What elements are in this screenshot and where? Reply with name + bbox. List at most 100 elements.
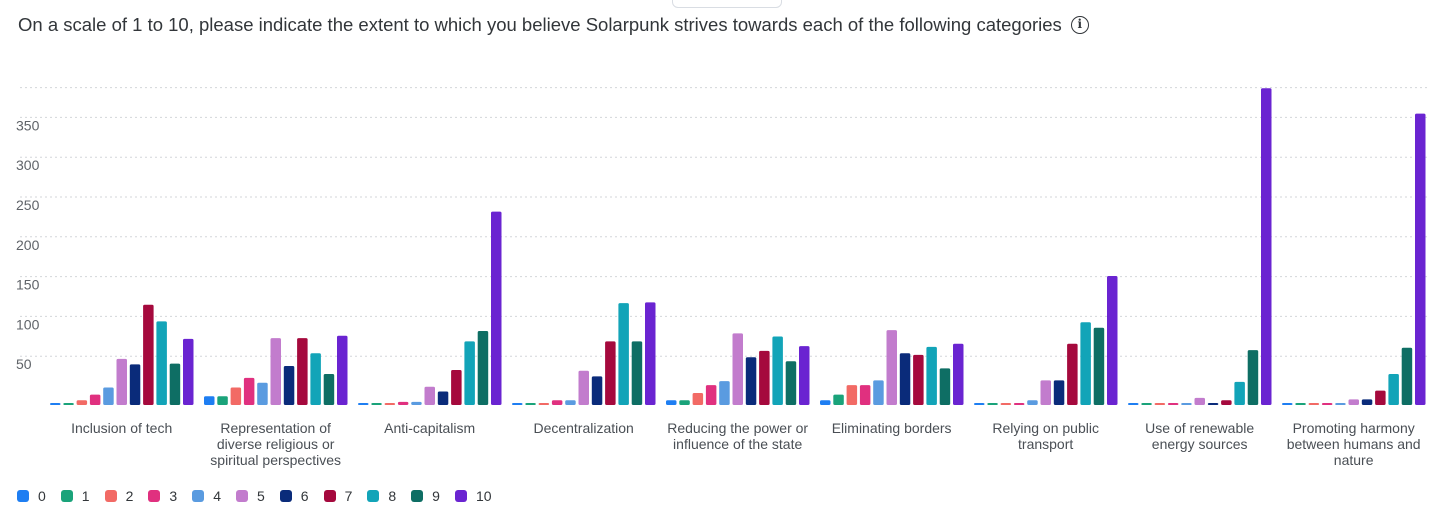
bar-4-series-10[interactable] bbox=[799, 346, 810, 405]
bar-1-series-3[interactable] bbox=[243, 377, 255, 405]
bar-0-series-9[interactable] bbox=[169, 363, 181, 405]
bar-0-series-8[interactable] bbox=[156, 321, 167, 405]
bar-5-series-1[interactable] bbox=[833, 394, 844, 405]
bar-7-series-0[interactable] bbox=[1128, 403, 1139, 405]
bar-7-series-1[interactable] bbox=[1141, 403, 1152, 405]
bar-8-series-2[interactable] bbox=[1308, 403, 1320, 405]
legend-item-0[interactable]: 0 bbox=[17, 488, 46, 504]
bar-6-series-2[interactable] bbox=[1000, 403, 1012, 405]
bar-8-series-4[interactable] bbox=[1335, 403, 1346, 405]
bar-3-series-5[interactable] bbox=[578, 370, 590, 405]
bar-7-series-5[interactable] bbox=[1194, 397, 1206, 405]
bar-2-series-10[interactable] bbox=[491, 211, 502, 405]
bar-2-series-5[interactable] bbox=[424, 386, 436, 405]
legend-item-2[interactable]: 2 bbox=[104, 488, 133, 504]
bar-7-series-7[interactable] bbox=[1221, 400, 1232, 405]
bar-2-series-1[interactable] bbox=[371, 403, 382, 405]
bar-0-series-3[interactable] bbox=[89, 394, 101, 405]
bar-7-series-10[interactable] bbox=[1261, 88, 1272, 405]
bar-5-series-8[interactable] bbox=[926, 346, 937, 405]
bar-1-series-9[interactable] bbox=[323, 373, 335, 405]
bar-4-series-0[interactable] bbox=[666, 400, 677, 405]
bar-2-series-3[interactable] bbox=[397, 401, 409, 405]
legend-item-1[interactable]: 1 bbox=[60, 488, 90, 504]
legend-item-10[interactable]: 10 bbox=[454, 488, 492, 504]
bar-3-series-6[interactable] bbox=[591, 376, 603, 405]
bar-8-series-3[interactable] bbox=[1321, 403, 1333, 405]
bar-5-series-2[interactable] bbox=[846, 385, 858, 405]
bar-3-series-8[interactable] bbox=[618, 303, 629, 405]
bar-2-series-6[interactable] bbox=[437, 391, 449, 405]
bar-6-series-0[interactable] bbox=[974, 403, 985, 405]
bar-1-series-2[interactable] bbox=[230, 387, 242, 405]
bar-1-series-7[interactable] bbox=[297, 338, 308, 405]
bar-0-series-1[interactable] bbox=[63, 403, 74, 405]
bar-8-series-7[interactable] bbox=[1375, 390, 1386, 405]
bar-5-series-5[interactable] bbox=[886, 330, 898, 405]
bar-5-series-10[interactable] bbox=[953, 343, 964, 405]
bar-8-series-10[interactable] bbox=[1415, 113, 1426, 405]
bar-3-series-9[interactable] bbox=[631, 341, 643, 405]
bar-4-series-1[interactable] bbox=[679, 400, 690, 405]
bar-1-series-6[interactable] bbox=[283, 365, 295, 405]
bar-5-series-9[interactable] bbox=[939, 368, 951, 405]
bar-2-series-7[interactable] bbox=[451, 369, 462, 405]
legend-item-9[interactable]: 9 bbox=[411, 488, 440, 504]
bar-5-series-3[interactable] bbox=[859, 385, 871, 405]
bar-4-series-3[interactable] bbox=[705, 385, 717, 405]
bar-1-series-0[interactable] bbox=[204, 396, 215, 405]
bar-7-series-6[interactable] bbox=[1207, 403, 1219, 405]
bar-6-series-1[interactable] bbox=[987, 403, 998, 405]
bar-1-series-8[interactable] bbox=[310, 353, 321, 405]
bar-0-series-0[interactable] bbox=[50, 403, 61, 405]
bar-3-series-10[interactable] bbox=[645, 302, 656, 405]
bar-8-series-0[interactable] bbox=[1282, 403, 1293, 405]
bar-0-series-10[interactable] bbox=[183, 338, 194, 405]
bar-3-series-3[interactable] bbox=[551, 400, 563, 405]
bar-4-series-5[interactable] bbox=[732, 333, 744, 405]
legend-item-8[interactable]: 8 bbox=[367, 488, 396, 504]
legend-item-4[interactable]: 4 bbox=[192, 488, 221, 504]
bar-3-series-1[interactable] bbox=[525, 403, 536, 405]
bar-2-series-8[interactable] bbox=[464, 341, 475, 405]
bar-1-series-5[interactable] bbox=[270, 338, 282, 405]
bar-4-series-8[interactable] bbox=[772, 336, 783, 405]
bar-8-series-8[interactable] bbox=[1388, 373, 1399, 405]
bar-7-series-8[interactable] bbox=[1234, 381, 1245, 405]
legend-item-3[interactable]: 3 bbox=[148, 488, 177, 504]
bar-8-series-6[interactable] bbox=[1361, 399, 1373, 405]
bar-0-series-6[interactable] bbox=[129, 364, 141, 405]
info-icon[interactable]: i bbox=[1070, 16, 1089, 34]
bar-0-series-5[interactable] bbox=[116, 358, 128, 405]
bar-1-series-4[interactable] bbox=[257, 382, 268, 405]
bar-6-series-3[interactable] bbox=[1013, 403, 1025, 405]
bar-6-series-8[interactable] bbox=[1080, 322, 1091, 405]
bar-7-series-3[interactable] bbox=[1167, 403, 1179, 405]
bar-4-series-7[interactable] bbox=[759, 350, 770, 405]
bar-8-series-1[interactable] bbox=[1295, 403, 1306, 405]
bar-3-series-4[interactable] bbox=[565, 400, 576, 405]
legend-item-7[interactable]: 7 bbox=[323, 488, 352, 504]
bar-8-series-5[interactable] bbox=[1348, 399, 1360, 405]
bar-5-series-7[interactable] bbox=[913, 354, 924, 405]
legend-item-5[interactable]: 5 bbox=[235, 488, 265, 504]
bar-6-series-7[interactable] bbox=[1067, 343, 1078, 405]
bar-1-series-10[interactable] bbox=[337, 335, 348, 405]
bar-4-series-2[interactable] bbox=[692, 393, 704, 405]
bar-3-series-2[interactable] bbox=[538, 403, 550, 405]
bar-3-series-0[interactable] bbox=[512, 403, 523, 405]
bar-6-series-9[interactable] bbox=[1093, 327, 1105, 405]
bar-6-series-10[interactable] bbox=[1107, 276, 1118, 405]
bar-6-series-6[interactable] bbox=[1053, 380, 1065, 405]
bar-5-series-4[interactable] bbox=[873, 380, 884, 405]
bar-5-series-0[interactable] bbox=[820, 400, 831, 405]
bar-7-series-2[interactable] bbox=[1154, 403, 1166, 405]
bar-2-series-9[interactable] bbox=[477, 330, 489, 405]
bar-4-series-4[interactable] bbox=[719, 381, 730, 405]
bar-2-series-0[interactable] bbox=[358, 403, 369, 405]
bar-0-series-7[interactable] bbox=[143, 304, 154, 405]
bar-0-series-2[interactable] bbox=[76, 400, 88, 405]
bar-7-series-9[interactable] bbox=[1247, 350, 1259, 405]
bar-8-series-9[interactable] bbox=[1401, 347, 1413, 405]
legend-item-6[interactable]: 6 bbox=[279, 488, 309, 504]
